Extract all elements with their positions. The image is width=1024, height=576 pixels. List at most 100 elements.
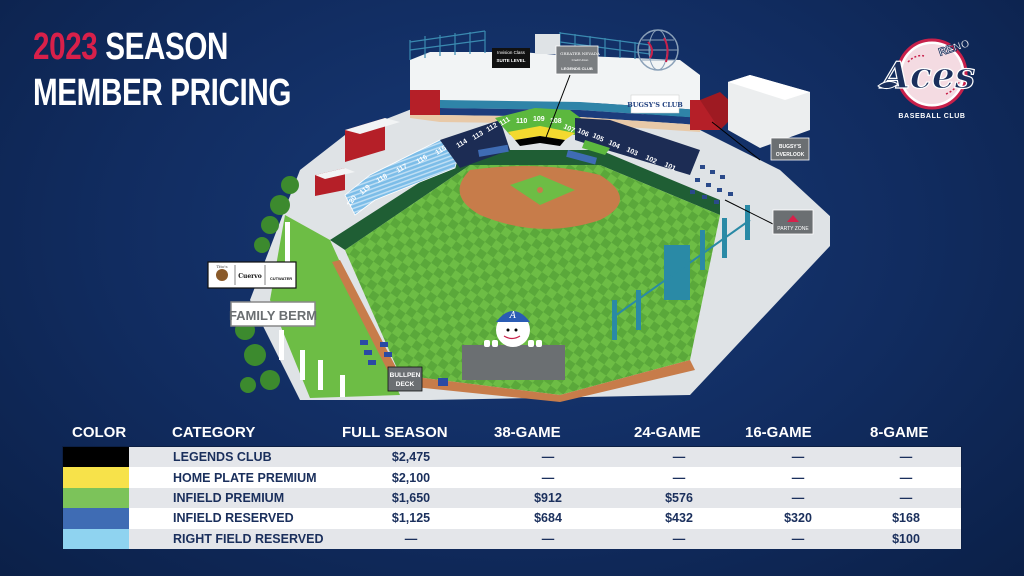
- sec-112: 112: [486, 122, 499, 134]
- header-category: CATEGORY: [172, 424, 256, 441]
- legends-club-sign: GREATER NEVADA Credit Union LEGENDS CLUB: [555, 45, 600, 75]
- section-legends-club: [515, 136, 565, 146]
- sec-108: 108: [550, 118, 562, 125]
- upper-deck: [410, 52, 700, 110]
- bugsys-overlook-line2: OVERLOOK: [776, 152, 805, 158]
- g38-cell: —: [541, 531, 555, 546]
- sec-116: 116: [416, 154, 429, 166]
- party-zone-label: PARTY ZONE: [777, 226, 809, 232]
- g16-cell: —: [791, 470, 805, 485]
- suite-level-label: SUITE LEVEL: [496, 58, 525, 63]
- sec-106: 106: [576, 127, 590, 138]
- category-cell: HOME PLATE PREMIUM: [173, 470, 317, 485]
- sec-115: 115: [435, 145, 448, 157]
- table-row-infield-premium: INFIELD PREMIUM $1,650 $912 $576 — —: [63, 487, 961, 509]
- header-color: COLOR: [72, 424, 127, 441]
- full-season-cell: $1,650: [391, 490, 431, 505]
- trees: [235, 176, 299, 393]
- g24-cell: $432: [665, 511, 693, 526]
- suite-level-sign: Invision Class SUITE LEVEL: [492, 48, 530, 68]
- party-zone-seats: [690, 165, 733, 204]
- stadium-map: A 110 109 108 114 113 112 111 107 106 10…: [207, 29, 830, 402]
- sponsor-cuervo: Cuervo: [238, 273, 262, 280]
- sponsor-cutwater: CUTWATER: [270, 276, 292, 281]
- g24-cell: —: [672, 531, 686, 546]
- g8-cell: —: [899, 490, 913, 505]
- section-infield-premium: [495, 108, 590, 135]
- g38-cell: $912: [534, 490, 562, 505]
- table-row-legends-club: LEGENDS CLUB $2,475 — — — —: [63, 447, 961, 468]
- sec-117: 117: [396, 163, 409, 175]
- reno-aces-logo: RENO Aces BASEBALL CLUB: [877, 37, 976, 120]
- header-8-game: 8-GAME: [870, 424, 929, 441]
- sec-102: 102: [644, 154, 658, 165]
- svg-text:A: A: [509, 311, 517, 321]
- title-line-2: MEMBER PRICING: [33, 72, 292, 114]
- bugsys-overlook-sign: BUGSY'S OVERLOOK: [770, 137, 810, 161]
- bullpen-deck-sign: BULLPEN DECK: [387, 366, 423, 392]
- color-swatch-black: [63, 447, 129, 468]
- full-season-cell: —: [404, 531, 418, 546]
- family-berm-label: FAMILY BERM: [229, 308, 317, 323]
- sponsor-titos: Tito's: [216, 264, 227, 269]
- legends-brand-sub: Credit Union: [572, 58, 589, 62]
- header-full-season: FULL SEASON: [342, 424, 448, 441]
- header-38-game: 38-GAME: [494, 424, 561, 441]
- full-season-cell: $2,100: [391, 470, 431, 485]
- sec-113: 113: [472, 130, 485, 142]
- category-cell: LEGENDS CLUB: [173, 450, 272, 465]
- g16-cell: —: [791, 531, 805, 546]
- full-season-cell: $2,475: [391, 450, 431, 465]
- bullpen-line2: DECK: [396, 381, 415, 388]
- sec-105: 105: [591, 132, 605, 143]
- logo-baseball-club: BASEBALL CLUB: [898, 113, 965, 120]
- color-swatch-light-blue: [63, 528, 129, 549]
- category-cell: INFIELD RESERVED: [173, 511, 294, 526]
- sec-110: 110: [516, 118, 527, 125]
- section-infield-reserved-right: [575, 118, 700, 175]
- sponsor-banner: Tito's Cuervo CUTWATER: [207, 261, 297, 289]
- g16-cell: —: [791, 490, 805, 505]
- family-berm-sign: FAMILY BERM: [229, 301, 317, 327]
- title-year: 2023: [33, 26, 98, 68]
- logo-aces: Aces: [879, 55, 975, 97]
- bullpen-line1: BULLPEN: [390, 372, 421, 379]
- table-row-right-field-reserved: RIGHT FIELD RESERVED — — — — $100: [63, 528, 961, 549]
- category-cell: RIGHT FIELD RESERVED: [173, 531, 324, 546]
- g8-cell: $168: [892, 511, 920, 526]
- g24-cell: —: [672, 470, 686, 485]
- section-home-plate-premium: [508, 126, 575, 140]
- legends-club-label: LEGENDS CLUB: [561, 66, 593, 71]
- mascot-icon: A: [484, 311, 542, 347]
- suite-level-brand: Invision Class: [497, 50, 526, 55]
- pricing-table-header: COLOR CATEGORY FULL SEASON 38-GAME 24-GA…: [62, 424, 962, 444]
- table-row-infield-reserved: INFIELD RESERVED $1,125 $684 $432 $320 $…: [63, 508, 961, 529]
- sec-104: 104: [607, 139, 621, 150]
- playing-field: [345, 165, 720, 395]
- sec-114: 114: [456, 138, 469, 150]
- sec-109: 109: [533, 116, 545, 123]
- g38-cell: —: [541, 450, 555, 465]
- sec-111: 111: [499, 116, 512, 128]
- bugsys-club-label: BUGSY'S CLUB: [627, 101, 683, 109]
- header-24-game: 24-GAME: [634, 424, 701, 441]
- table-row-home-plate-premium: HOME PLATE PREMIUM $2,100 — — — —: [63, 467, 961, 488]
- g38-cell: $684: [534, 511, 562, 526]
- title-line-1: 2023 SEASON: [33, 24, 291, 70]
- sec-101: 101: [663, 161, 677, 172]
- section-infield-reserved-left: [440, 120, 510, 168]
- sec-103: 103: [625, 146, 639, 157]
- g38-cell: —: [541, 470, 555, 485]
- pricing-table: LEGENDS CLUB $2,475 — — — — HOME PLATE P…: [62, 446, 962, 549]
- g16-cell: $320: [784, 511, 812, 526]
- legends-brand: GREATER NEVADA: [560, 51, 600, 56]
- full-season-cell: $1,125: [391, 511, 431, 526]
- sec-118: 118: [376, 173, 389, 185]
- g24-cell: —: [672, 450, 686, 465]
- category-cell: INFIELD PREMIUM: [173, 490, 285, 505]
- g8-cell: —: [899, 470, 913, 485]
- g8-cell: $100: [892, 531, 920, 546]
- color-swatch-blue: [63, 508, 129, 529]
- color-swatch-green: [63, 487, 129, 509]
- header-16-game: 16-GAME: [745, 424, 812, 441]
